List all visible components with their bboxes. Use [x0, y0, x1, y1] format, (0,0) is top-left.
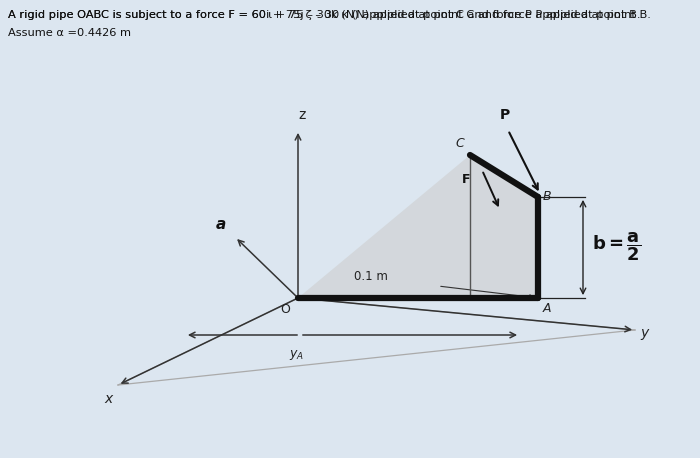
Text: y: y — [640, 326, 648, 340]
Text: Assume α =0.4426 m: Assume α =0.4426 m — [8, 28, 131, 38]
Text: $\mathbf{F}$: $\mathbf{F}$ — [461, 173, 470, 186]
Text: 0.1 m: 0.1 m — [354, 270, 388, 283]
Text: A rigid pipe OABC is subject to a force F = 60i + 75j – 30k (N) applied at point: A rigid pipe OABC is subject to a force … — [8, 10, 641, 20]
Text: x: x — [104, 392, 112, 406]
Polygon shape — [298, 155, 538, 298]
Text: B: B — [543, 190, 552, 202]
Text: O: O — [280, 303, 290, 316]
Text: C: C — [455, 137, 464, 150]
Text: A: A — [543, 302, 552, 315]
Text: $\mathbf{b{=}}\dfrac{\mathbf{a}}{\mathbf{2}}$: $\mathbf{b{=}}\dfrac{\mathbf{a}}{\mathbf… — [592, 231, 641, 263]
Text: $\mathbf{P}$: $\mathbf{P}$ — [499, 108, 511, 122]
Text: $y_A$: $y_A$ — [289, 348, 304, 362]
Text: a: a — [216, 217, 226, 232]
Text: A rigid pipe OABC is subject to a force F = 60 ι + 75 ζ – 30 κ (N) applied at po: A rigid pipe OABC is subject to a force … — [8, 10, 651, 20]
Text: z: z — [298, 108, 306, 122]
